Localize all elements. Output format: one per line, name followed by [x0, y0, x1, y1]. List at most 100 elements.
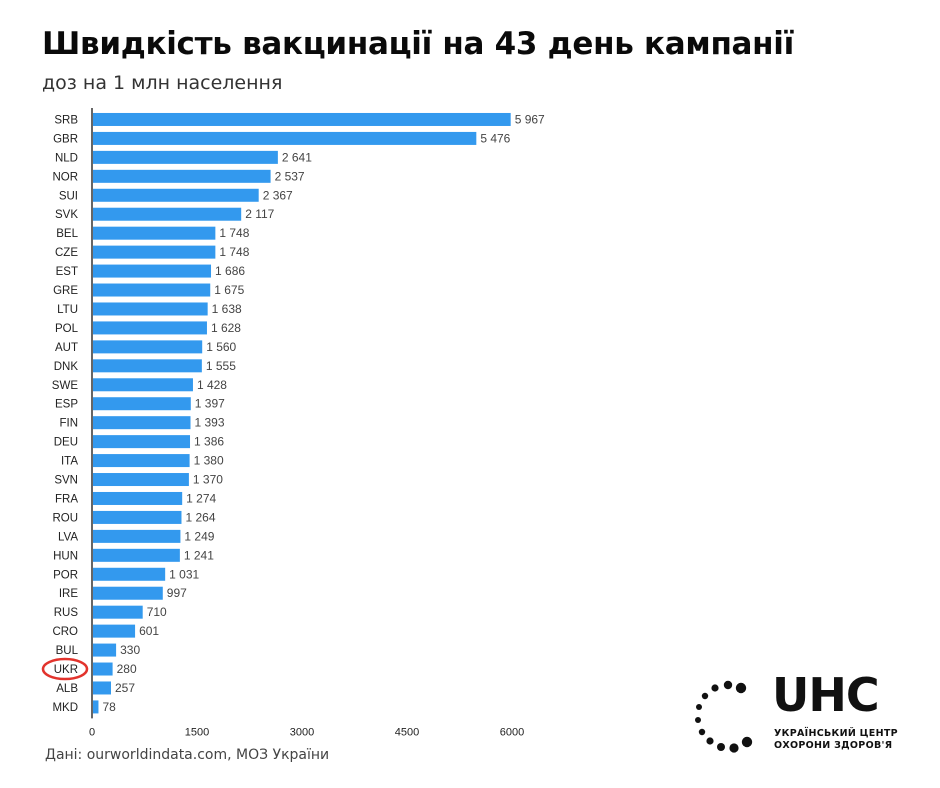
- value-label-alb: 257: [115, 681, 135, 695]
- bar-fin: [93, 416, 191, 430]
- category-label-svk: SVK: [55, 209, 78, 221]
- bar-cze: [93, 245, 216, 259]
- value-label-hun: 1 241: [184, 548, 214, 562]
- uhc-logo: UHC УКРАЇНСЬКИЙ ЦЕНТР ОХОРОНИ ЗДОРОВ'Я: [688, 668, 908, 756]
- value-label-rus: 710: [147, 605, 167, 619]
- bar-aut: [93, 340, 203, 354]
- category-label-bul: BUL: [56, 645, 79, 657]
- value-label-swe: 1 428: [197, 378, 227, 392]
- bar-dnk: [93, 359, 202, 373]
- bar-est: [93, 264, 212, 278]
- bar-bel: [93, 226, 216, 240]
- value-label-aut: 1 560: [206, 340, 236, 354]
- bar-lva: [93, 529, 181, 543]
- bar-bul: [93, 643, 117, 657]
- value-label-svn: 1 370: [193, 473, 223, 487]
- category-label-fra: FRA: [55, 493, 78, 505]
- category-label-mkd: MKD: [52, 702, 78, 714]
- bar-ltu: [93, 302, 208, 316]
- category-label-alb: ALB: [56, 683, 78, 695]
- category-label-ire: IRE: [59, 588, 79, 600]
- value-label-gbr: 5 476: [480, 131, 510, 145]
- bar-nld: [93, 150, 278, 164]
- category-label-aut: AUT: [55, 342, 78, 354]
- category-label-gbr: GBR: [53, 133, 78, 145]
- category-label-fin: FIN: [59, 418, 78, 430]
- value-label-nld: 2 641: [282, 150, 312, 164]
- bar-svn: [93, 473, 189, 487]
- category-label-rus: RUS: [54, 607, 79, 619]
- value-label-srb: 5 967: [515, 112, 545, 126]
- category-label-ita: ITA: [61, 456, 78, 468]
- bar-ukr: [93, 662, 113, 676]
- bar-gre: [93, 283, 211, 297]
- value-label-ire: 997: [167, 586, 187, 600]
- category-label-lva: LVA: [58, 531, 78, 543]
- value-label-esp: 1 397: [195, 397, 225, 411]
- x-tick-label: 1500: [185, 726, 209, 738]
- value-label-ukr: 280: [117, 662, 137, 676]
- value-label-fra: 1 274: [186, 491, 216, 505]
- value-label-fin: 1 393: [195, 416, 225, 430]
- category-label-swe: SWE: [52, 380, 79, 392]
- bar-cro: [93, 624, 136, 638]
- category-label-sui: SUI: [59, 190, 78, 202]
- value-label-bel: 1 748: [219, 226, 249, 240]
- logo-line-1: УКРАЇНСЬКИЙ ЦЕНТР: [774, 728, 898, 739]
- category-label-ukr: UKR: [54, 664, 78, 676]
- dots-circle-icon: [695, 680, 753, 753]
- logo-wordmark: UHC: [772, 668, 880, 722]
- logo-line-2: ОХОРОНИ ЗДОРОВ'Я: [774, 740, 893, 751]
- data-source-note: Дані: ourworldindata.com, МОЗ України: [45, 747, 330, 763]
- bar-fra: [93, 491, 183, 505]
- category-label-srb: SRB: [54, 114, 78, 126]
- chart-title: Швидкість вакцинації на 43 день кампанії: [42, 26, 794, 62]
- category-label-svn: SVN: [54, 475, 78, 487]
- value-label-ita: 1 380: [194, 454, 224, 468]
- value-label-lva: 1 249: [184, 529, 214, 543]
- category-label-bel: BEL: [56, 228, 78, 240]
- bar-ire: [93, 586, 163, 600]
- value-label-sui: 2 367: [263, 188, 293, 202]
- value-label-pol: 1 628: [211, 321, 241, 335]
- category-label-rou: ROU: [52, 512, 78, 524]
- value-label-gre: 1 675: [214, 283, 244, 297]
- value-label-dnk: 1 555: [206, 359, 236, 373]
- bar-esp: [93, 397, 191, 411]
- bar-svk: [93, 207, 242, 221]
- bar-swe: [93, 378, 193, 392]
- highlight-circle: [41, 657, 89, 681]
- chart-subtitle: доз на 1 млн населення: [42, 72, 283, 94]
- x-tick-label: 6000: [500, 726, 524, 738]
- value-label-ltu: 1 638: [212, 302, 242, 316]
- value-label-rou: 1 264: [185, 510, 215, 524]
- x-tick-label: 0: [89, 726, 95, 738]
- category-label-dnk: DNK: [54, 361, 79, 373]
- value-label-deu: 1 386: [194, 435, 224, 449]
- bar-chart: SRB 5 967 GBR 5 476 NLD 2 641 NOR 2 537 SUI 2 367…: [41, 108, 545, 738]
- bar-deu: [93, 435, 191, 449]
- value-label-bul: 330: [120, 643, 140, 657]
- value-label-por: 1 031: [169, 567, 199, 581]
- category-label-pol: POL: [55, 323, 79, 335]
- category-label-deu: DEU: [54, 437, 78, 449]
- category-label-est: EST: [56, 266, 78, 278]
- value-label-cze: 1 748: [219, 245, 249, 259]
- category-label-nor: NOR: [52, 171, 78, 183]
- bar-srb: [93, 112, 511, 126]
- category-label-cro: CRO: [52, 626, 78, 638]
- category-label-por: POR: [53, 569, 78, 581]
- x-tick-label: 3000: [290, 726, 314, 738]
- category-label-esp: ESP: [55, 399, 78, 411]
- bar-alb: [93, 681, 111, 695]
- category-label-hun: HUN: [53, 550, 78, 562]
- bar-pol: [93, 321, 207, 335]
- bar-gbr: [93, 131, 477, 145]
- value-label-nor: 2 537: [275, 169, 305, 183]
- category-label-nld: NLD: [55, 152, 78, 164]
- bar-ita: [93, 454, 190, 468]
- category-label-cze: CZE: [55, 247, 78, 259]
- bar-por: [93, 567, 166, 581]
- category-label-gre: GRE: [53, 285, 78, 297]
- bar-hun: [93, 548, 180, 562]
